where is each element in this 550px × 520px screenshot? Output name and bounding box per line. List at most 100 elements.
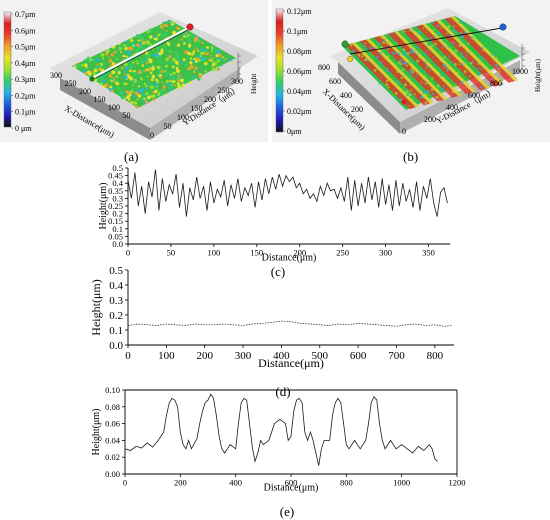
texture-dot bbox=[133, 101, 138, 105]
texture-dot bbox=[460, 32, 462, 35]
surface-a-start-marker bbox=[89, 76, 95, 82]
texture-dot bbox=[457, 38, 461, 42]
colorbar-tick-label: 0 μm bbox=[15, 124, 32, 133]
texture-dot bbox=[418, 56, 421, 59]
texture-dot bbox=[200, 77, 203, 80]
texture-dot bbox=[415, 25, 418, 28]
texture-dot bbox=[465, 63, 467, 65]
texture-dot bbox=[128, 93, 132, 97]
texture-dot bbox=[216, 50, 220, 54]
texture-dot bbox=[173, 83, 176, 86]
surface-tick-label: 150 bbox=[191, 104, 203, 113]
surface-a-end-marker bbox=[186, 23, 194, 31]
texture-dot bbox=[165, 64, 168, 68]
texture-dot bbox=[124, 44, 127, 47]
line-chart-d: 0 100 200 300 400 500 600 700 800 0.0 0.1 0.2 0.3 0.4… bbox=[89, 265, 454, 370]
texture-dot bbox=[184, 50, 189, 54]
texture-dot bbox=[123, 62, 128, 67]
y-tick-label: 0.5 bbox=[112, 163, 123, 173]
texture-dot bbox=[401, 90, 403, 92]
texture-dot bbox=[122, 54, 125, 58]
series-line bbox=[127, 169, 448, 217]
texture-dot bbox=[401, 30, 404, 33]
texture-dot bbox=[432, 22, 435, 25]
texture-dot bbox=[415, 87, 418, 89]
texture-dot bbox=[414, 49, 417, 52]
texture-dot bbox=[449, 33, 453, 37]
x-tick-label: 0 bbox=[126, 248, 130, 258]
y-tick-label: 0.4 bbox=[109, 280, 123, 292]
texture-dot bbox=[411, 27, 414, 30]
texture-dot bbox=[200, 55, 203, 58]
texture-dot bbox=[90, 58, 92, 61]
texture-dot bbox=[198, 68, 201, 72]
texture-dot bbox=[124, 97, 127, 100]
texture-dot bbox=[396, 70, 400, 73]
texture-dot bbox=[128, 69, 132, 73]
texture-dot bbox=[160, 48, 164, 52]
texture-dot bbox=[137, 80, 140, 84]
texture-dot bbox=[133, 72, 138, 76]
texture-dot bbox=[144, 100, 149, 104]
texture-dot bbox=[191, 76, 194, 79]
texture-dot bbox=[460, 34, 463, 38]
texture-dot bbox=[124, 92, 127, 95]
y-tick-label: 0.1 bbox=[109, 325, 123, 337]
texture-dot bbox=[397, 52, 401, 56]
texture-dot bbox=[396, 42, 398, 44]
texture-dot bbox=[153, 65, 156, 68]
texture-dot bbox=[495, 57, 498, 60]
texture-dot bbox=[480, 68, 483, 71]
y-tick-label: 0.35 bbox=[108, 186, 123, 196]
texture-dot bbox=[179, 75, 182, 78]
x-tick-label: 800 bbox=[427, 350, 444, 362]
texture-dot bbox=[461, 41, 464, 44]
texture-dot bbox=[166, 82, 171, 87]
texture-dot bbox=[383, 38, 386, 42]
surface-b-stripe bbox=[387, 32, 459, 98]
texture-dot bbox=[131, 88, 135, 92]
texture-dot bbox=[420, 81, 423, 83]
texture-dot bbox=[385, 83, 389, 87]
texture-dot bbox=[134, 69, 136, 72]
texture-dot bbox=[122, 71, 125, 74]
texture-dot bbox=[158, 33, 161, 36]
colorbar-tick-label: 0.2μm bbox=[15, 91, 36, 100]
texture-dot bbox=[497, 67, 500, 70]
colorbar-tick-label: 0.5μm bbox=[15, 43, 36, 52]
texture-dot bbox=[196, 47, 199, 50]
texture-dot bbox=[491, 53, 494, 56]
texture-dot bbox=[165, 70, 169, 75]
texture-dot bbox=[118, 43, 121, 46]
texture-dot bbox=[143, 95, 146, 98]
texture-dot bbox=[187, 51, 192, 56]
texture-dot bbox=[174, 50, 179, 55]
texture-dot bbox=[117, 48, 120, 50]
texture-dot bbox=[405, 64, 408, 67]
texture-dot bbox=[449, 17, 451, 19]
texture-dot bbox=[369, 46, 373, 50]
colorbar-tick-label: 0.6μm bbox=[15, 26, 36, 35]
texture-dot bbox=[168, 79, 172, 83]
surface-tick-label: 100 bbox=[177, 113, 189, 122]
texture-dot bbox=[109, 64, 113, 67]
texture-dot bbox=[115, 75, 118, 78]
texture-dot bbox=[515, 77, 517, 79]
texture-dot bbox=[426, 43, 430, 47]
texture-dot bbox=[446, 67, 449, 71]
texture-dot bbox=[118, 87, 121, 91]
texture-dot bbox=[163, 49, 165, 52]
texture-dot bbox=[403, 30, 406, 33]
texture-dot bbox=[162, 32, 167, 37]
texture-dot bbox=[404, 91, 406, 94]
texture-dot bbox=[408, 61, 412, 65]
colorbar-tick-label: 0.1μm bbox=[15, 108, 36, 117]
texture-dot bbox=[445, 89, 448, 92]
texture-dot bbox=[196, 74, 198, 77]
surface-tick-label: 0 bbox=[150, 131, 154, 140]
texture-dot bbox=[120, 95, 125, 100]
texture-dot bbox=[374, 68, 376, 70]
surface-b-z-ticks bbox=[521, 44, 525, 70]
texture-dot bbox=[446, 69, 449, 72]
texture-dot bbox=[125, 66, 129, 71]
